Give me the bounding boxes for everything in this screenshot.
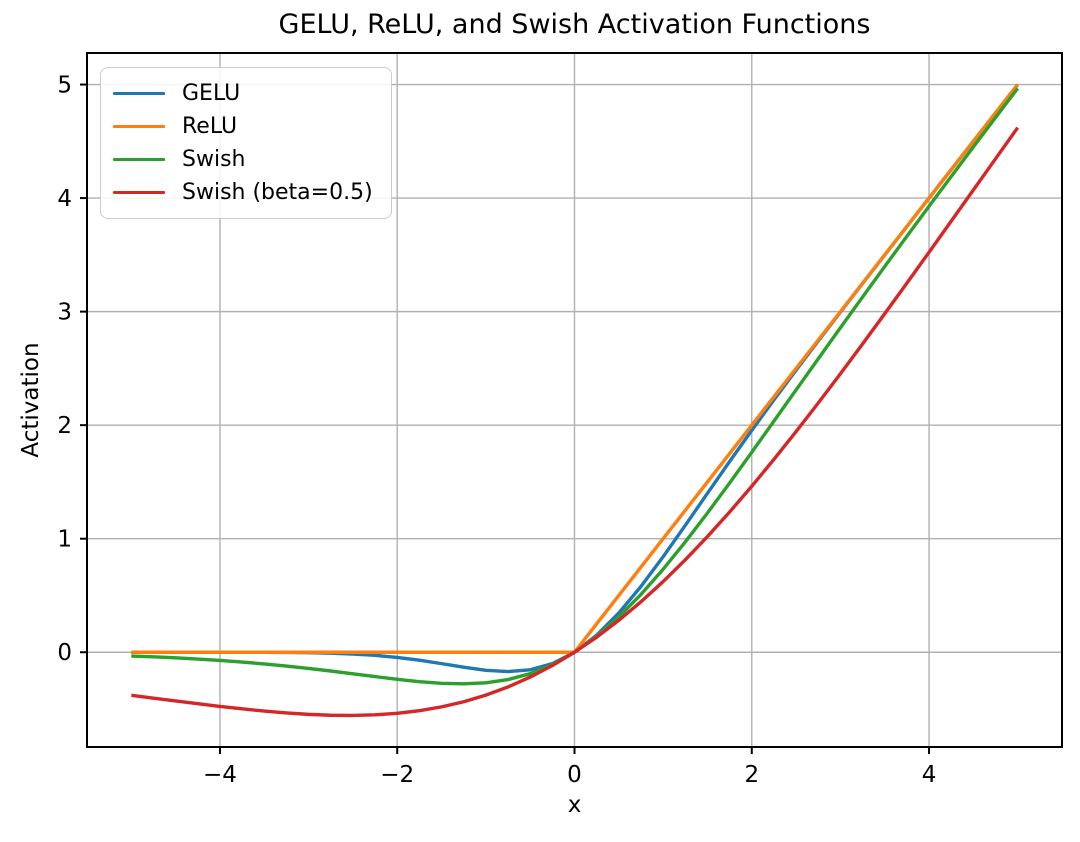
legend: GELU ReLU Swish Swish (beta=0.5) [100,67,392,219]
y-tick-label: 0 [57,640,72,666]
y-tick-label: 2 [57,413,72,439]
y-tick-label: 4 [57,186,72,212]
x-tick-label: 4 [922,762,937,788]
legend-item: Swish (beta=0.5) [113,176,373,209]
legend-item: Swish [113,143,373,176]
y-tick-label: 1 [57,527,72,553]
legend-line-swatch [113,190,165,195]
x-tick-label: 0 [567,762,582,788]
legend-item: GELU [113,77,373,110]
legend-label: Swish (beta=0.5) [182,180,373,205]
y-axis-label: Activation [18,342,44,458]
y-tick-label: 3 [57,300,72,326]
y-tick-label: 5 [57,73,72,99]
legend-line-swatch [113,91,165,96]
x-tick-label: −4 [203,762,237,788]
chart-title: GELU, ReLU, and Swish Activation Functio… [278,9,871,40]
legend-line-swatch [113,124,165,129]
x-tick-label: 2 [744,762,759,788]
legend-label: GELU [182,81,241,106]
legend-line-swatch [113,157,165,162]
x-tick-label: −2 [380,762,414,788]
legend-label: Swish [182,147,246,172]
curve-swish-beta-0-5 [131,126,1020,718]
legend-item: ReLU [113,110,373,143]
legend-label: ReLU [182,114,238,139]
x-axis-label: x [567,792,582,818]
axes-border [86,52,1063,748]
